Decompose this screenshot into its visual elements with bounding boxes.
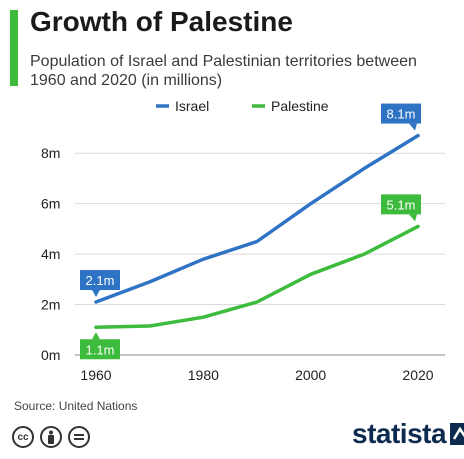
data-label: 5.1m: [387, 197, 416, 212]
license-icons: cc: [12, 426, 90, 448]
data-label-box: [381, 194, 421, 215]
data-label-pointer: [409, 214, 417, 222]
x-tick-label: 2020: [402, 367, 433, 383]
x-tick-label: 1980: [188, 367, 219, 383]
data-label: 8.1m: [387, 107, 416, 122]
data-label-box: [80, 270, 120, 291]
line-chart: 0m 2m 4m 6m 8m 1960 1980 2000 2020 Israel Palestin…: [41, 98, 445, 383]
data-label-pointer: [92, 332, 100, 340]
chart-subtitle: Population of Israel and Palestinian ter…: [30, 53, 417, 89]
y-tick-label: 6m: [41, 196, 60, 212]
brand-name: statista: [352, 418, 447, 449]
series-line-israel: [94, 133, 420, 304]
x-tick-label: 1960: [80, 367, 111, 383]
statista-mark-icon: [450, 423, 464, 445]
source-note: Source: United Nations: [14, 399, 138, 413]
data-label: 2.1m: [86, 273, 115, 288]
chart-title: Growth of Palestine: [30, 6, 293, 37]
accent-bar: [10, 10, 18, 86]
attribution-icon[interactable]: [40, 426, 62, 448]
legend-label: Israel: [175, 98, 209, 114]
y-tick-label: 4m: [41, 246, 60, 262]
data-label-box: [381, 103, 421, 124]
statista-logo[interactable]: statista: [352, 418, 464, 450]
cc-icon[interactable]: cc: [12, 426, 34, 448]
y-tick-label: 0m: [41, 347, 60, 363]
data-label-pointer: [92, 290, 100, 298]
x-tick-label: 2000: [295, 367, 326, 383]
data-label-box: [80, 339, 120, 360]
data-label: 1.1m: [86, 342, 115, 357]
data-label-pointer: [409, 123, 417, 131]
y-tick-label: 8m: [41, 145, 60, 161]
legend-label: Palestine: [271, 98, 329, 114]
no-derivatives-icon[interactable]: [68, 426, 90, 448]
series-line-palestine: [94, 224, 420, 330]
y-tick-label: 2m: [41, 297, 60, 313]
